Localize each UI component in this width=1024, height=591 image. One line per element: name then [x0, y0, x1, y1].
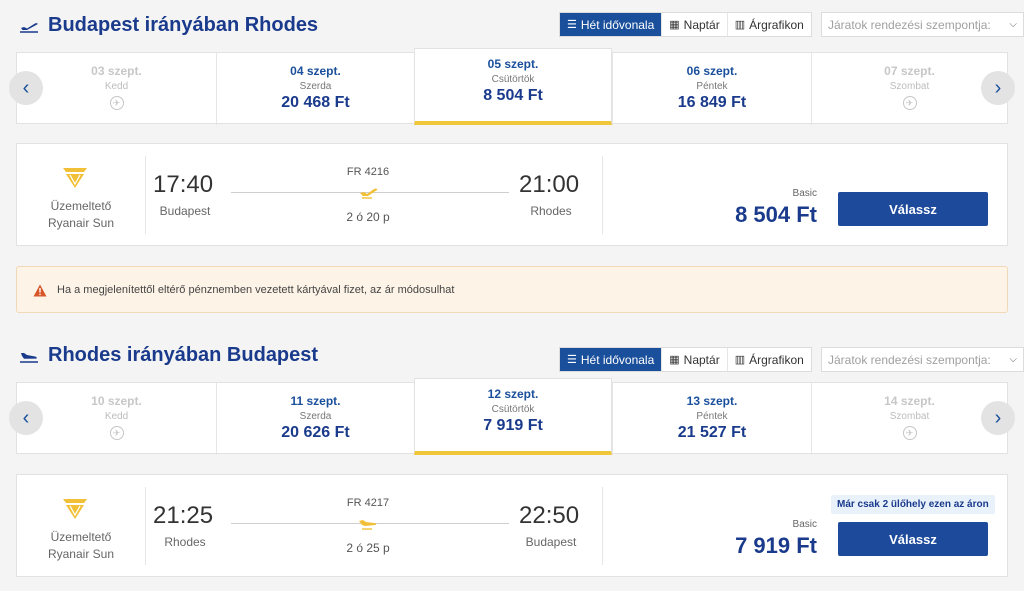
- fare-type: Basic: [792, 188, 817, 199]
- week-view-button[interactable]: ☰ Hét idővonala: [560, 348, 663, 371]
- currency-warning: Ha a megjelenítettől eltérő pénznemben v…: [16, 266, 1008, 313]
- warning-text: Ha a megjelenítettől eltérő pénznemben v…: [57, 284, 455, 296]
- outbound-header: Budapest irányában Rhodes ☰ Hét idővonala…: [16, 10, 1024, 46]
- inbound-flight-card: Üzemeltető Ryanair Sun 21:25 Rhodes FR 4…: [16, 474, 1008, 577]
- divider: [602, 487, 603, 565]
- divider: [602, 156, 603, 234]
- outbound-title: Budapest irányában Rhodes: [48, 14, 319, 36]
- chart-view-button[interactable]: ▥ Árgrafikon: [734, 352, 804, 367]
- outbound-flight-card: Üzemeltető Ryanair Sun 17:40 Budapest FR…: [16, 143, 1008, 246]
- divider: [145, 487, 146, 565]
- flight-number: FR 4217: [346, 497, 390, 509]
- depart-time: 21:25: [153, 502, 214, 529]
- depart-city: Rhodes: [164, 535, 206, 549]
- flight-duration: 2 ó 20 p: [346, 210, 390, 224]
- operator-name: Ryanair Sun: [47, 216, 115, 230]
- no-flight-icon: ✈: [902, 426, 917, 440]
- select-flight-button[interactable]: Válassz: [838, 192, 988, 226]
- day-cell[interactable]: 06 szept. Péntek 16 849 Ft: [612, 53, 811, 125]
- flight-number: FR 4216: [346, 166, 390, 178]
- no-flight-icon: ✈: [109, 426, 124, 440]
- inbound-header: Rhodes irányában Budapest ☰ Hét idővonala…: [16, 340, 1024, 376]
- arrive-time: 21:00: [519, 171, 580, 198]
- chevron-left-icon: ‹: [22, 76, 30, 99]
- list-icon: ☰: [567, 19, 577, 31]
- arrive-city: Budapest: [525, 535, 577, 549]
- day-cell-selected[interactable]: 05 szept. Csütörtök 8 504 Ft: [414, 48, 612, 125]
- chevron-right-icon: ›: [994, 76, 1002, 99]
- depart-city: Budapest: [159, 204, 211, 218]
- plane-landing-icon: [20, 353, 38, 363]
- day-cell[interactable]: 11 szept. Szerda 20 626 Ft: [216, 383, 414, 455]
- ryanair-logo-icon: [63, 168, 87, 188]
- prev-week-arrow[interactable]: ‹: [9, 71, 43, 105]
- divider: [145, 156, 146, 234]
- next-week-arrow[interactable]: ›: [981, 71, 1015, 105]
- day-cell[interactable]: 13 szept. Péntek 21 527 Ft: [612, 383, 811, 455]
- plane-icon: [359, 520, 377, 530]
- day-cell-selected[interactable]: 12 szept. Csütörtök 7 919 Ft: [414, 378, 612, 455]
- operator-label: Üzemeltető Ryanair Sun: [17, 198, 145, 232]
- chevron-right-icon: ›: [994, 406, 1002, 429]
- calendar-view-button[interactable]: ▦ Naptár: [662, 13, 728, 36]
- inbound-view-toggle: ☰ Hét idővonala ▦ Naptár ▥ Árgrafikon: [559, 347, 812, 372]
- outbound-view-toggle: ☰ Hét idővonala ▦ Naptár ▥ Árgrafikon: [559, 12, 812, 37]
- inbound-sort-select[interactable]: Járatok rendezési szempontja: ⌵: [821, 347, 1024, 372]
- flight-duration: 2 ó 25 p: [346, 541, 390, 555]
- plane-icon: [360, 188, 378, 199]
- ryanair-logo-icon: [63, 499, 87, 519]
- inbound-date-strip: 10 szept. Kedd ✈ 11 szept. Szerda 20 626…: [9, 378, 1015, 455]
- warning-icon: [33, 284, 47, 297]
- select-flight-button[interactable]: Válassz: [838, 522, 988, 556]
- chevron-left-icon: ‹: [22, 406, 30, 429]
- plane-takeoff-icon: [20, 23, 38, 33]
- day-cell[interactable]: 04 szept. Szerda 20 468 Ft: [216, 53, 414, 125]
- depart-time: 17:40: [153, 171, 214, 198]
- arrive-city: Rhodes: [530, 204, 572, 218]
- bar-chart-icon: ▥: [734, 354, 746, 366]
- inbound-title: Rhodes irányában Budapest: [48, 344, 319, 366]
- day-cell: 10 szept. Kedd ✈: [91, 394, 142, 440]
- arrive-time: 22:50: [519, 502, 580, 529]
- chevron-down-icon: ⌵: [1009, 354, 1017, 365]
- bar-chart-icon: ▥: [734, 19, 746, 31]
- no-flight-icon: ✈: [109, 96, 124, 110]
- operator-name: Ryanair Sun: [47, 547, 115, 561]
- chart-view-button[interactable]: ▥ Árgrafikon: [734, 17, 804, 32]
- week-view-button[interactable]: ☰ Hét idővonala: [560, 13, 663, 36]
- calendar-view-button[interactable]: ▦ Naptár: [662, 348, 728, 371]
- calendar-icon: ▦: [669, 354, 680, 366]
- outbound-sort-select[interactable]: Járatok rendezési szempontja: ⌵: [821, 12, 1024, 37]
- day-cell: 03 szept. Kedd ✈: [91, 64, 142, 110]
- fare-price: 8 504 Ft: [735, 202, 817, 227]
- seat-availability-badge: Már csak 2 ülőhely ezen az áron: [831, 495, 995, 514]
- fare-type: Basic: [792, 519, 817, 530]
- prev-week-arrow[interactable]: ‹: [9, 401, 43, 435]
- chevron-down-icon: ⌵: [1009, 19, 1017, 30]
- fare-price: 7 919 Ft: [735, 533, 817, 558]
- no-flight-icon: ✈: [902, 96, 917, 110]
- day-cell: 14 szept. Szombat ✈: [811, 383, 1007, 455]
- list-icon: ☰: [567, 354, 577, 366]
- day-cell: 07 szept. Szombat ✈: [811, 53, 1007, 125]
- outbound-date-strip: 03 szept. Kedd ✈ 04 szept. Szerda 20 468…: [9, 48, 1015, 125]
- next-week-arrow[interactable]: ›: [981, 401, 1015, 435]
- operator-label: Üzemeltető Ryanair Sun: [17, 529, 145, 563]
- calendar-icon: ▦: [669, 19, 680, 31]
